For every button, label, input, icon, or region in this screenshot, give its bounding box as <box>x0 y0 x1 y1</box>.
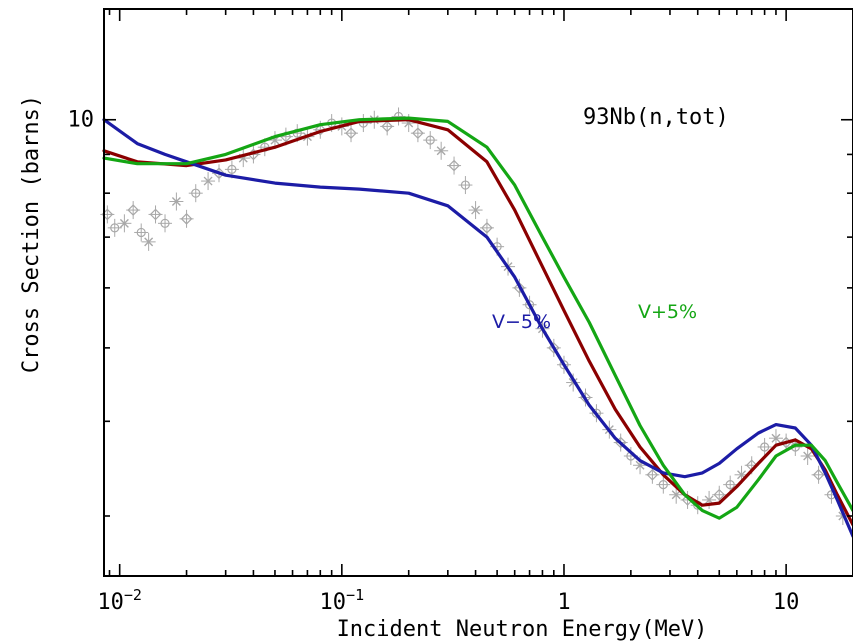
curve-central <box>102 118 853 527</box>
y-tick-labels: 10 <box>68 108 95 133</box>
exp-point <box>423 131 438 150</box>
plot-frame <box>103 8 853 577</box>
curve-v-minus-5 <box>102 118 853 538</box>
exp-marker-diamond <box>345 127 357 140</box>
exp-point <box>723 475 738 494</box>
y-tick-label: 10 <box>68 108 95 133</box>
exp-point <box>100 205 115 224</box>
exp-marker-cross <box>171 197 181 207</box>
exp-marker-circle <box>110 223 120 233</box>
x-tick-labels: 10−2 10−1 1 10 <box>97 586 799 615</box>
x-axis-title: Incident Neutron Energy(MeV) <box>337 617 708 642</box>
x-tick-exponent: −2 <box>124 586 142 604</box>
exp-marker-diamond <box>547 342 560 354</box>
x-tick-exponent: −1 <box>346 586 364 604</box>
exp-point <box>410 124 425 143</box>
exp-marker-cross <box>436 146 446 156</box>
axis-ticks-layer <box>104 9 853 576</box>
exp-point <box>158 214 173 233</box>
label-v-minus-5: V−5% <box>492 311 551 333</box>
exp-point <box>757 437 772 456</box>
exp-marker-circle <box>559 360 569 370</box>
exp-marker-circle <box>160 218 170 228</box>
exp-marker-circle <box>725 480 735 490</box>
exp-point <box>712 485 727 504</box>
exp-marker-cross <box>671 490 681 500</box>
exp-marker-cross <box>144 237 154 247</box>
reaction-annotation: 93Nb(n,tot) <box>583 105 729 130</box>
exp-marker-circle <box>524 300 535 310</box>
x-tick-label: 10−2 <box>97 586 142 615</box>
exp-marker-diamond <box>448 159 460 172</box>
exp-marker-diamond <box>314 123 327 136</box>
x-tick-base: 10 <box>320 590 347 615</box>
exp-point <box>468 201 483 220</box>
x-tick-label: 10 <box>773 590 800 615</box>
exp-point <box>344 124 359 143</box>
exp-point <box>148 205 163 224</box>
exp-marker-circle <box>759 442 770 452</box>
exp-marker-cross <box>119 218 129 228</box>
exp-marker-cross <box>803 451 813 461</box>
exp-marker-cross <box>203 176 213 186</box>
exp-point <box>169 192 184 211</box>
exp-marker-circle <box>227 164 237 174</box>
exp-marker-circle <box>136 227 146 238</box>
exp-point <box>656 475 671 494</box>
exp-point <box>126 201 141 220</box>
x-tick-base: 10 <box>773 590 800 615</box>
x-tick-base: 10 <box>97 590 124 615</box>
exp-marker-circle <box>591 408 602 418</box>
exp-point <box>141 232 156 251</box>
exp-point <box>107 218 122 237</box>
y-axis-title: Cross Section (barns) <box>19 95 44 373</box>
exp-marker-diamond <box>381 120 394 133</box>
model-curves-layer <box>102 116 853 538</box>
exp-point <box>447 156 462 175</box>
label-v-plus-5: V+5% <box>638 301 697 323</box>
curve-v-plus-5 <box>102 116 853 520</box>
exp-marker-diamond <box>149 208 162 221</box>
exp-point <box>434 141 449 160</box>
exp-marker-diamond <box>713 488 726 501</box>
exp-marker-circle <box>191 188 201 198</box>
exp-point <box>800 446 815 465</box>
x-tick-label: 1 <box>557 590 570 615</box>
exp-point <box>179 209 194 228</box>
exp-marker-diamond <box>812 468 825 481</box>
exp-point <box>134 223 149 242</box>
exp-marker-circle <box>425 135 435 145</box>
exp-point <box>201 172 216 191</box>
exp-marker-diamond <box>127 204 140 216</box>
exp-marker-circle <box>460 180 471 190</box>
exp-point <box>479 218 494 237</box>
exp-marker-diamond <box>481 222 493 234</box>
exp-marker-diamond <box>180 212 193 225</box>
exp-point <box>811 465 826 484</box>
exp-marker-cross <box>471 205 481 215</box>
exp-point <box>117 214 132 233</box>
exp-marker-circle <box>658 480 668 490</box>
exp-marker-diamond <box>513 282 526 294</box>
x-tick-label: 10−1 <box>320 586 365 615</box>
exp-marker-diamond <box>412 127 424 140</box>
exp-marker-diamond <box>646 468 659 481</box>
exp-point <box>458 176 473 195</box>
exp-point <box>188 184 203 203</box>
exp-marker-cross <box>771 433 781 443</box>
x-tick-base: 1 <box>557 590 570 615</box>
